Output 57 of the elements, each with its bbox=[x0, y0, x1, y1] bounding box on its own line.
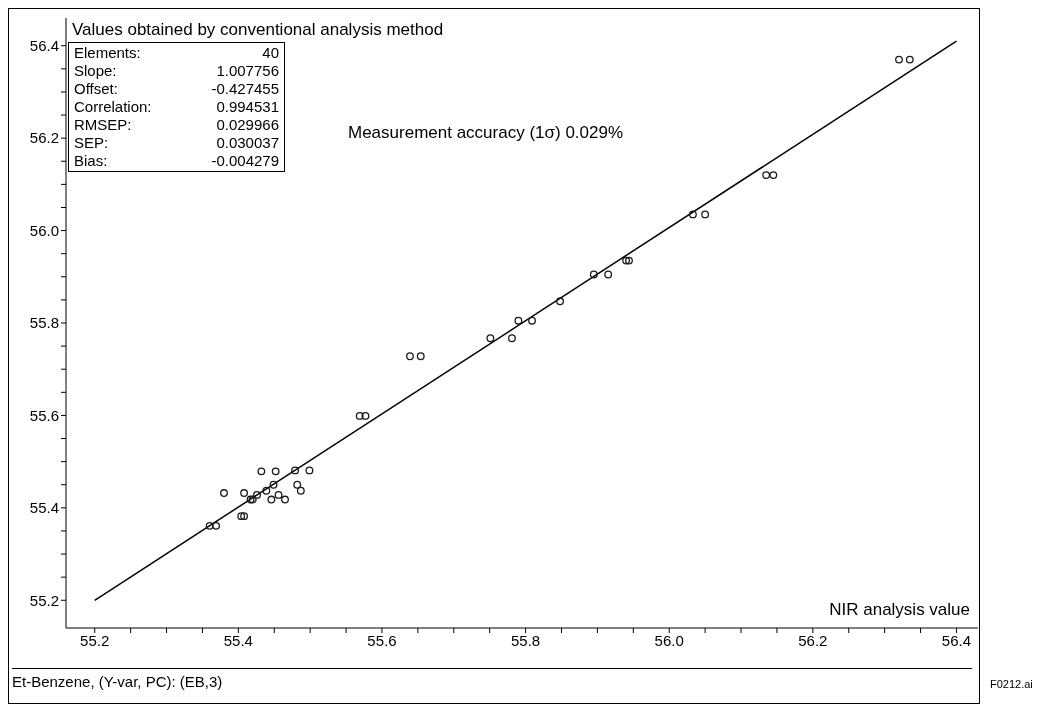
point bbox=[589, 270, 598, 279]
text: Et-Benzene, (Y-var, PC): (EB,3) bbox=[12, 668, 972, 690]
point bbox=[237, 512, 246, 521]
text: F0212.ai bbox=[990, 678, 1033, 690]
y-tick-label: 56.2 bbox=[29, 129, 59, 147]
x-tick-label: 55.6 bbox=[367, 631, 397, 649]
point bbox=[604, 270, 613, 279]
point bbox=[281, 495, 289, 504]
point bbox=[905, 55, 914, 64]
point bbox=[528, 316, 536, 325]
point bbox=[406, 352, 414, 361]
x-axis-title: NIR analysis value bbox=[828, 600, 970, 620]
point bbox=[274, 490, 283, 499]
x-tick-label: 55.8 bbox=[510, 631, 541, 649]
x-tick-label: 55.2 bbox=[80, 631, 110, 649]
x-tick-label: 55.4 bbox=[223, 631, 253, 649]
point bbox=[271, 467, 280, 476]
point bbox=[486, 334, 495, 343]
point bbox=[269, 480, 278, 489]
point bbox=[355, 411, 364, 420]
point bbox=[688, 210, 697, 219]
point bbox=[205, 521, 214, 530]
point bbox=[220, 489, 228, 498]
point bbox=[361, 411, 370, 420]
point bbox=[291, 466, 300, 475]
x-tick-label: 56.2 bbox=[798, 631, 828, 649]
point bbox=[212, 521, 221, 530]
y-axis-title: Values obtained by conventional analysis method bbox=[72, 20, 444, 40]
point bbox=[262, 486, 271, 495]
x-tick-label: 56.4 bbox=[941, 631, 972, 649]
point bbox=[293, 480, 302, 489]
point bbox=[622, 256, 631, 265]
y-tick-label: 56.4 bbox=[29, 37, 59, 55]
y-tick-label: 55.6 bbox=[29, 406, 59, 424]
point bbox=[556, 297, 565, 306]
point bbox=[769, 171, 778, 180]
y-tick-label: 55.4 bbox=[29, 499, 59, 517]
point bbox=[508, 334, 516, 343]
y-tick-label: 55.2 bbox=[29, 591, 59, 609]
statistics-table: Elements: 40 Slope: 1.007756 Offset: -0.427455 Correlation: 0.994531 RMSEP: 0.029966 SEP: 0.030037 Bias: -0.004279 bbox=[68, 42, 285, 172]
point bbox=[514, 316, 523, 325]
point bbox=[267, 495, 276, 504]
point bbox=[240, 489, 249, 498]
point bbox=[416, 352, 425, 361]
point bbox=[296, 486, 305, 495]
point bbox=[701, 210, 710, 219]
point bbox=[257, 467, 266, 476]
point bbox=[240, 512, 249, 521]
x-tick-label: 56.0 bbox=[654, 631, 684, 649]
point bbox=[762, 171, 771, 180]
point bbox=[895, 55, 903, 64]
annotation: Measurement accuracy (1σ) 0.029% bbox=[348, 123, 624, 143]
point bbox=[253, 490, 261, 499]
point bbox=[625, 256, 633, 265]
point bbox=[305, 466, 314, 475]
y-tick-label: 55.8 bbox=[29, 314, 59, 332]
y-tick-label: 56.0 bbox=[29, 221, 59, 239]
